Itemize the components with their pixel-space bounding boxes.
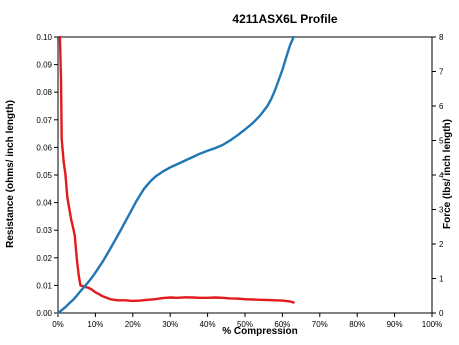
y-left-tick-label: 0.01 [36,281,52,290]
y-left-tick-label: 0.03 [36,226,52,235]
y-right-tick-label: 3 [439,206,444,215]
x-tick-label: 40% [200,320,216,329]
x-tick-label: 60% [274,320,290,329]
y-left-tick-label: 0.06 [36,143,52,152]
y-left-tick-label: 0.07 [36,116,52,125]
x-tick-label: 20% [125,320,141,329]
y-left-tick-label: 0.05 [36,171,52,180]
y-right-tick-label: 2 [439,240,444,249]
y-left-tick-label: 0.09 [36,61,52,70]
y-left-tick-label: 0.08 [36,88,52,97]
x-tick-label: 100% [422,320,442,329]
y-right-tick-label: 7 [439,68,444,77]
y-axis-label-right: Force (lbs/ inch length) [442,119,453,230]
y-left-tick-label: 0.00 [36,309,52,318]
x-tick-label: 10% [87,320,103,329]
force-series-line [56,35,295,315]
y-right-tick-label: 5 [439,137,444,146]
y-right-tick-label: 8 [439,33,444,42]
y-right-tick-label: 1 [439,275,444,284]
x-tick-label: 30% [162,320,178,329]
y-right-tick-label: 4 [439,171,444,180]
y-left-tick-label: 0.02 [36,254,52,263]
y-left-tick-label: 0.10 [36,33,52,42]
y-right-tick-label: 0 [439,309,444,318]
x-tick-label: 70% [312,320,328,329]
x-tick-label: 0% [52,320,64,329]
y-axis-label-left: Resistance (ohms/ inch length) [5,100,16,248]
chart-title: 4211ASX6L Profile [232,12,338,26]
x-tick-label: 80% [349,320,365,329]
plot-area-frame [57,36,433,314]
resistance-series-line [58,35,295,304]
y-right-tick-label: 6 [439,102,444,111]
x-tick-label: 50% [237,320,253,329]
y-left-tick-label: 0.04 [36,199,52,208]
x-axis-label: % Compression [222,326,298,337]
x-tick-label: 90% [387,320,403,329]
